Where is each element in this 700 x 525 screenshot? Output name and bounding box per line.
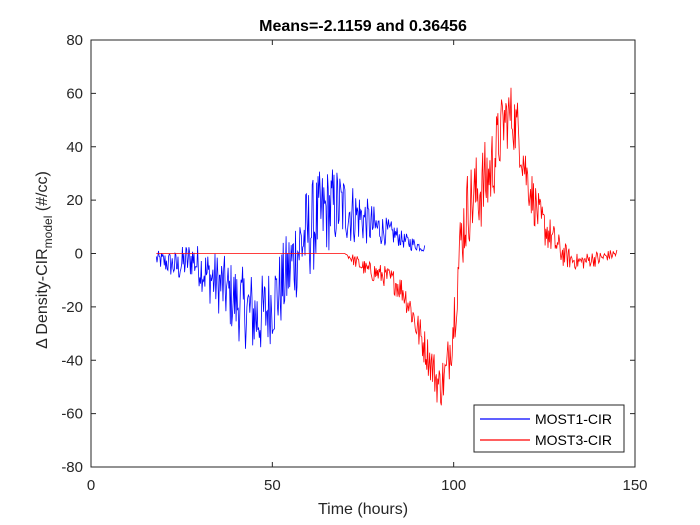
y-tick-label: 60 [66, 85, 83, 102]
chart-title: Means=-2.1159 and 0.36456 [259, 18, 467, 35]
y-tick-label: 0 [75, 246, 83, 263]
y-axis-label-main: Δ Density-CIR [34, 248, 51, 348]
legend-label-most3: MOST3-CIR [535, 432, 612, 448]
series-line-most1-cir [155, 169, 426, 349]
x-axis-label: Time (hours) [318, 501, 408, 518]
y-axis-label: Δ Density-CIRmodel (#/cc) [34, 171, 55, 349]
legend-box [473, 404, 625, 453]
y-axis-label-subscript: model [41, 216, 55, 249]
y-tick-label: -60 [61, 406, 83, 423]
x-tick-label: 0 [87, 477, 95, 494]
y-tick-label: -40 [61, 352, 83, 369]
y-tick-label: -80 [61, 459, 83, 476]
ticks-group: 0 50 100 150 -80 -60 -40 -20 0 20 40 60 80 [61, 32, 647, 494]
y-tick-label: 20 [66, 192, 83, 209]
y-tick-label: 80 [66, 32, 83, 49]
y-axis-label-units: (#/cc) [34, 171, 51, 215]
y-tick-label: -20 [61, 299, 83, 316]
legend-label-most1: MOST1-CIR [535, 411, 612, 427]
series-group [155, 87, 618, 406]
x-tick-label: 100 [441, 477, 466, 494]
x-tick-label: 150 [622, 477, 647, 494]
series-line-most3-cir [156, 87, 618, 406]
y-tick-label: 40 [66, 139, 83, 156]
legend: MOST1-CIR MOST3-CIR [473, 404, 625, 453]
x-tick-label: 50 [264, 477, 281, 494]
